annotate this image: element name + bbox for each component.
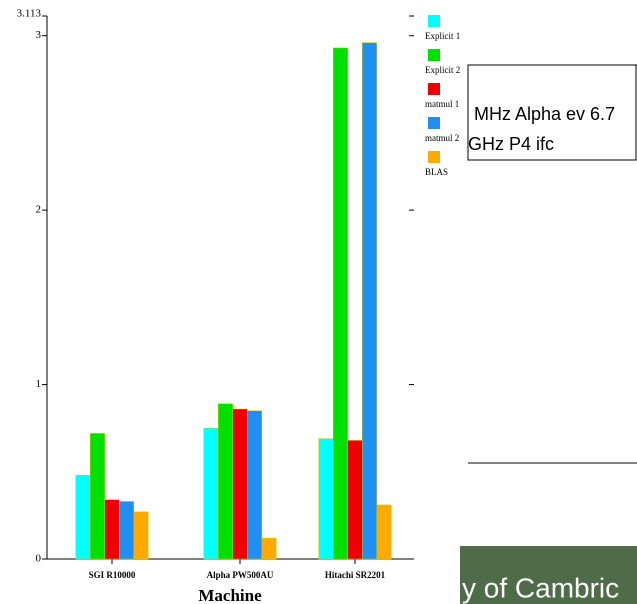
bar bbox=[233, 409, 248, 559]
legend-label: Explicit 2 bbox=[425, 65, 460, 75]
x-tick-label: SGI R10000 bbox=[89, 570, 136, 580]
legend-label: matmul 1 bbox=[425, 99, 459, 109]
bar bbox=[333, 48, 348, 559]
background-text: GHz P4 ifc bbox=[468, 134, 554, 154]
legend-swatch bbox=[428, 49, 440, 61]
legend-swatch bbox=[428, 151, 440, 163]
legend-label: BLAS bbox=[425, 167, 448, 177]
banner-text: y of Cambric bbox=[462, 572, 619, 603]
legend-swatch bbox=[428, 15, 440, 27]
bar bbox=[119, 501, 134, 559]
bar bbox=[319, 439, 334, 559]
bar bbox=[362, 43, 377, 559]
background-text: MHz Alpha ev 6.7 bbox=[474, 104, 615, 124]
x-tick-label: Hitachi SR2201 bbox=[325, 570, 386, 580]
y-tick-label: 2 bbox=[36, 204, 42, 216]
legend-swatch bbox=[428, 83, 440, 95]
legend-swatch bbox=[428, 117, 440, 129]
bar bbox=[204, 428, 219, 559]
y-tick-label: 1 bbox=[36, 378, 42, 390]
bar bbox=[247, 411, 262, 559]
x-axis-title: Machine bbox=[198, 586, 262, 604]
y-tick-label: 0 bbox=[36, 553, 42, 565]
y-tick-label: 3 bbox=[36, 29, 42, 41]
screen: MHz Alpha ev 6.7 GHz P4 ifc y of Cambric… bbox=[0, 0, 637, 604]
bar bbox=[348, 440, 363, 559]
legend-label: matmul 2 bbox=[425, 133, 459, 143]
x-tick-label: Alpha PW500AU bbox=[207, 570, 274, 580]
bar bbox=[134, 512, 149, 559]
y-tick-label: 3.113 bbox=[17, 8, 42, 20]
bar bbox=[262, 538, 277, 559]
bar bbox=[377, 505, 392, 559]
bar bbox=[105, 500, 120, 559]
legend-label: Explicit 1 bbox=[425, 31, 460, 41]
bar bbox=[90, 433, 105, 559]
bar bbox=[218, 404, 233, 559]
bar bbox=[76, 475, 91, 559]
